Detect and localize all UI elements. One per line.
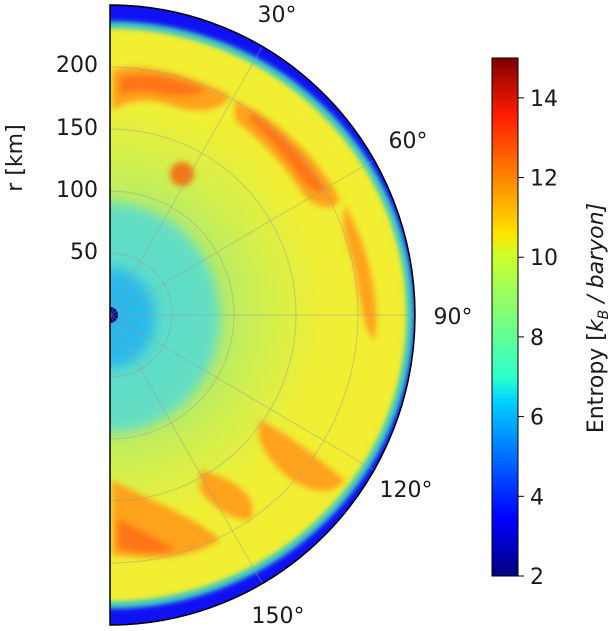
pns-core [110, 268, 155, 368]
radial-tick-label: 50 [70, 240, 98, 265]
angular-tick-label: 90° [434, 305, 473, 330]
grid-ring-50 [110, 252, 173, 378]
grid-spoke-30 [110, 46, 263, 316]
angular-axis: 30° 60° 90° 120° 150° [252, 3, 473, 629]
entropy-plume-cores [118, 75, 325, 553]
radial-tick-label: 100 [56, 178, 98, 203]
radial-axis-label: r [km] [3, 124, 28, 191]
grid-spoke-60 [110, 159, 375, 316]
radial-axis: r [km] 200 150 100 50 [3, 53, 98, 265]
colorbar-tick-label: 12 [530, 167, 558, 192]
plume-right-upper [343, 205, 377, 340]
pns-region [110, 203, 220, 433]
radial-tick-label: 150 [56, 116, 98, 141]
angular-tick-label: 120° [380, 478, 433, 503]
colorbar-gradient [491, 57, 519, 577]
grid-ring-200 [110, 66, 359, 564]
plume-lower-right [258, 420, 345, 491]
colorbar-tick-label: 4 [530, 485, 544, 510]
colorbar-tick-label: 10 [530, 246, 558, 271]
grid-spoke-150 [110, 314, 263, 584]
shock-front-ring [110, 22, 413, 608]
radial-tick-label: 200 [56, 53, 98, 78]
angular-tick-label: 150° [252, 604, 305, 629]
colorbar-label: Entropy [kB / baryon] [584, 203, 612, 433]
colorbar-tick-label: 8 [530, 326, 544, 351]
plume-lower-mid [200, 470, 253, 520]
colorbar-tick-label: 6 [530, 406, 544, 431]
polar-grid [110, 46, 415, 584]
plume-blob [170, 162, 194, 186]
colorbar: 2 4 6 8 10 12 14 Entropy [kB / baryon] [491, 57, 612, 590]
colorbar-tick-label: 14 [530, 87, 558, 112]
colorbar-tick-label: 2 [530, 565, 544, 590]
grid-spoke-120 [110, 314, 375, 471]
plot-frame [109, 4, 416, 626]
angular-tick-label: 60° [389, 129, 428, 154]
central-core [110, 307, 118, 323]
colorbar-ticks: 2 4 6 8 10 12 14 [518, 87, 558, 590]
grid-ring-150 [110, 128, 297, 502]
inner-core-region [110, 35, 400, 595]
angular-tick-label: 30° [258, 3, 297, 28]
grid-ring-100 [110, 190, 235, 440]
